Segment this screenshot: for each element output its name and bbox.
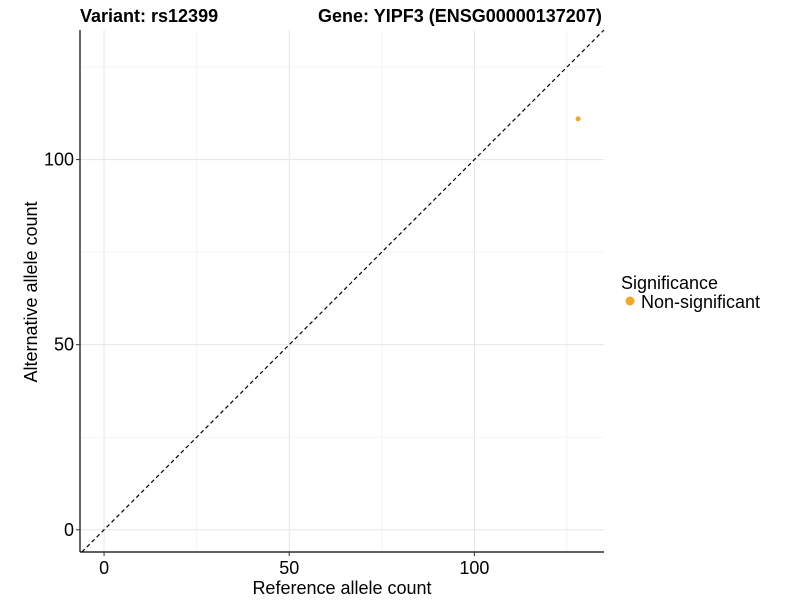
title-gene: Gene: YIPF3 (ENSG00000137207) [318, 6, 602, 26]
legend-swatch-non-significant [625, 296, 635, 306]
data-points [575, 116, 581, 122]
y-tick-label: 50 [54, 335, 74, 355]
y-tick-label: 0 [64, 520, 74, 540]
x-tick-label: 50 [279, 558, 299, 578]
x-tick-label: 0 [99, 558, 109, 578]
legend-title: Significance [621, 273, 718, 293]
x-axis-title: Reference allele count [252, 578, 431, 598]
y-axis-ticks: 0 50 100 [44, 150, 80, 540]
identity-reference-line [81, 29, 605, 553]
data-point [575, 116, 581, 122]
x-tick-label: 100 [459, 558, 489, 578]
title-variant: Variant: rs12399 [80, 6, 218, 26]
x-axis-ticks: 0 50 100 [99, 552, 489, 578]
legend-label-non-significant: Non-significant [641, 292, 760, 312]
y-tick-label: 100 [44, 150, 74, 170]
legend: Significance Non-significant [621, 273, 760, 312]
y-axis-title: Alternative allele count [21, 201, 41, 382]
grid-lines [80, 30, 604, 552]
